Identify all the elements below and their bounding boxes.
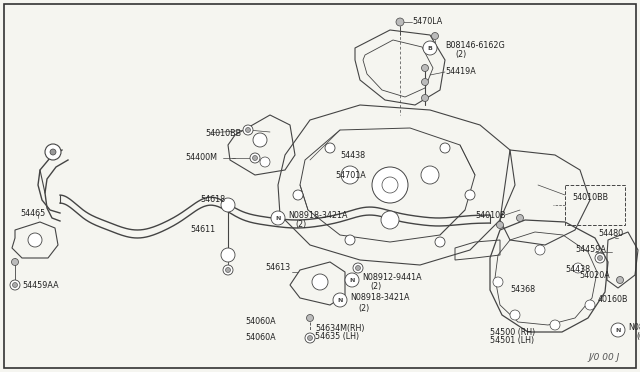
Circle shape [353, 263, 363, 273]
Text: 54613: 54613 [265, 263, 290, 273]
Circle shape [422, 94, 429, 102]
Text: 54611: 54611 [190, 225, 215, 234]
Circle shape [616, 276, 623, 283]
Text: (6): (6) [636, 333, 640, 341]
Circle shape [573, 263, 583, 273]
Circle shape [435, 237, 445, 247]
Text: 54438: 54438 [565, 266, 590, 275]
Text: 54438: 54438 [340, 151, 365, 160]
Circle shape [431, 32, 438, 39]
Circle shape [382, 177, 398, 193]
Text: 54635 (LH): 54635 (LH) [315, 333, 359, 341]
Circle shape [221, 198, 235, 212]
Circle shape [253, 133, 267, 147]
Bar [565, 185, 625, 225]
Text: N: N [337, 298, 342, 302]
Circle shape [223, 265, 233, 275]
Circle shape [535, 245, 545, 255]
Text: 54618: 54618 [200, 196, 225, 205]
Circle shape [243, 125, 253, 135]
Circle shape [381, 211, 399, 229]
Circle shape [611, 323, 625, 337]
Circle shape [10, 280, 20, 290]
Circle shape [307, 336, 312, 340]
Text: N: N [349, 278, 355, 282]
Circle shape [246, 128, 250, 132]
Text: 54060A: 54060A [245, 334, 276, 343]
Text: 54368: 54368 [510, 285, 535, 295]
Text: 54010BB: 54010BB [205, 128, 241, 138]
Text: B08146-6162G: B08146-6162G [445, 42, 505, 51]
Text: 54400M: 54400M [185, 154, 217, 163]
Text: 54419A: 54419A [445, 67, 476, 77]
Circle shape [12, 259, 19, 266]
Text: 54701A: 54701A [335, 170, 365, 180]
Circle shape [510, 310, 520, 320]
Text: 54459A: 54459A [575, 246, 606, 254]
Text: (2): (2) [358, 304, 369, 312]
Text: N08912-8421A: N08912-8421A [628, 324, 640, 333]
Circle shape [45, 144, 61, 160]
Text: 54501 (LH): 54501 (LH) [490, 337, 534, 346]
Circle shape [497, 221, 504, 228]
Circle shape [307, 314, 314, 321]
Text: 54634M(RH): 54634M(RH) [315, 324, 365, 333]
Circle shape [595, 253, 605, 263]
Circle shape [550, 320, 560, 330]
Circle shape [325, 143, 335, 153]
Circle shape [372, 167, 408, 203]
Circle shape [250, 153, 260, 163]
Text: 54020A: 54020A [579, 270, 610, 279]
Text: 54060A: 54060A [245, 317, 276, 327]
Text: N: N [615, 327, 621, 333]
Text: N08912-9441A: N08912-9441A [362, 273, 422, 282]
Text: 54010B: 54010B [475, 211, 506, 219]
Circle shape [422, 78, 429, 86]
Circle shape [345, 235, 355, 245]
Circle shape [333, 293, 347, 307]
Circle shape [493, 277, 503, 287]
Text: (2): (2) [295, 219, 307, 228]
Text: 54459AA: 54459AA [22, 280, 59, 289]
Text: 40160B: 40160B [598, 295, 628, 305]
Circle shape [465, 190, 475, 200]
Circle shape [341, 166, 359, 184]
Circle shape [355, 266, 360, 270]
Circle shape [396, 18, 404, 26]
Circle shape [271, 211, 285, 225]
Text: (2): (2) [370, 282, 381, 292]
Circle shape [421, 166, 439, 184]
Text: J/0 00 J: J/0 00 J [589, 353, 620, 362]
Circle shape [305, 333, 315, 343]
Circle shape [225, 267, 230, 273]
Circle shape [28, 233, 42, 247]
Circle shape [422, 64, 429, 71]
Text: 54480: 54480 [598, 228, 623, 237]
Circle shape [260, 157, 270, 167]
Circle shape [516, 215, 524, 221]
Text: B: B [428, 45, 433, 51]
Circle shape [440, 143, 450, 153]
Circle shape [253, 155, 257, 160]
Circle shape [50, 149, 56, 155]
Circle shape [293, 190, 303, 200]
Text: (2): (2) [455, 51, 467, 60]
Text: N08918-3421A: N08918-3421A [350, 294, 410, 302]
Circle shape [221, 248, 235, 262]
Text: N: N [275, 215, 281, 221]
Circle shape [312, 274, 328, 290]
Circle shape [585, 300, 595, 310]
Circle shape [13, 282, 17, 288]
Text: 54010BB: 54010BB [572, 193, 608, 202]
Text: 54500 (RH): 54500 (RH) [490, 327, 535, 337]
Text: 54465: 54465 [20, 208, 45, 218]
Circle shape [345, 273, 359, 287]
Circle shape [423, 41, 437, 55]
Circle shape [598, 256, 602, 260]
Text: 5470LA: 5470LA [412, 17, 442, 26]
Text: N08918-3421A: N08918-3421A [288, 211, 348, 219]
